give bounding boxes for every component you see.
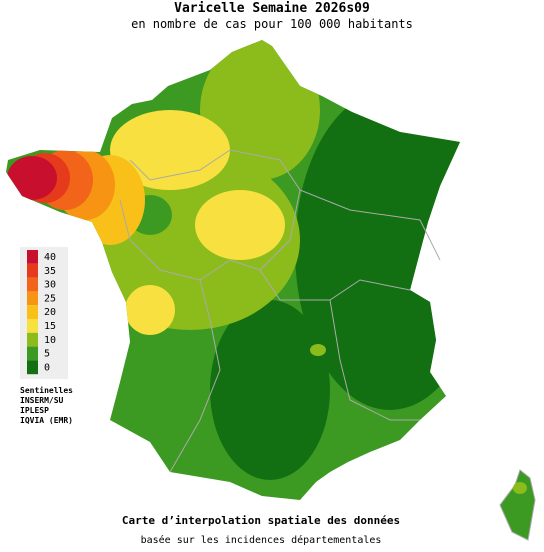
legend-swatch [27,346,38,361]
credit-line: INSERM/SU [20,396,64,405]
legend-label: 10 [44,335,56,346]
legend-swatch [27,263,38,278]
legend-swatch [27,360,38,375]
legend-swatch [27,291,38,306]
credit-line: IPLESP [20,406,49,415]
map-title: Varicelle Semaine 2026s09 [174,1,370,16]
legend-swatch [27,305,38,319]
legend-swatch [27,332,38,347]
legend-swatch [27,250,38,264]
france-map [6,40,536,541]
legend: 40 35 30 25 20 15 10 5 0 [27,250,56,375]
legend-label: 25 [44,293,56,304]
legend-swatch [27,277,38,292]
map-subtitle: en nombre de cas pour 100 000 habitants [131,17,413,31]
legend-swatch [27,319,38,333]
legend-label: 40 [44,252,56,263]
legend-label: 30 [44,280,56,291]
legend-label: 0 [44,362,50,373]
footer-line: basée sur les incidences départementales [141,534,382,546]
legend-label: 35 [44,266,56,277]
credit-line: Sentinelles [20,385,73,395]
legend-label: 5 [44,349,50,360]
footer-line: Carte d’interpolation spatiale des donné… [122,514,400,527]
legend-label: 15 [44,321,56,332]
credit-line: IQVIA (EMR) [20,416,73,425]
legend-label: 20 [44,307,56,318]
